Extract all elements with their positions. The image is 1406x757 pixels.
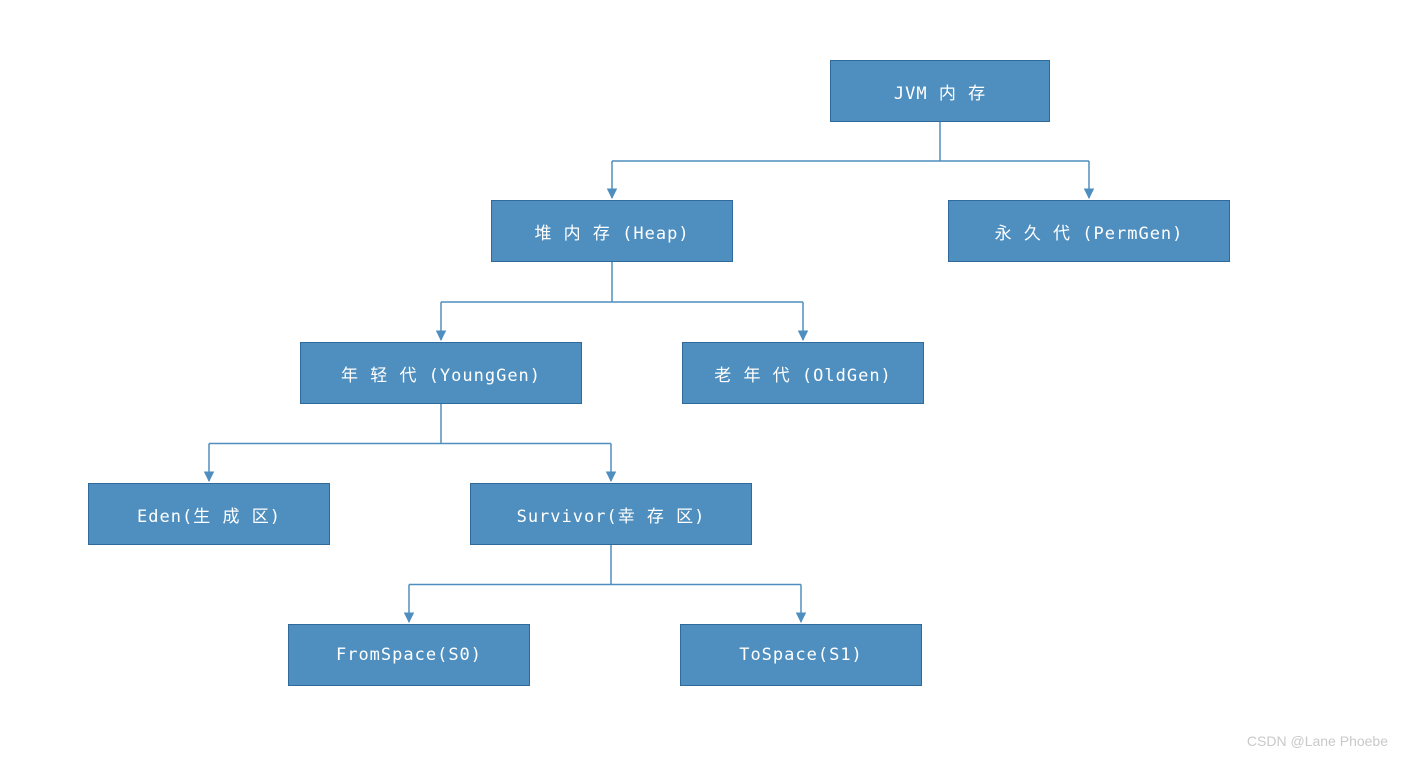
- node-eden: Eden(生 成 区): [88, 483, 330, 545]
- watermark: CSDN @Lane Phoebe: [1247, 733, 1388, 749]
- node-young: 年 轻 代 (YoungGen): [300, 342, 582, 404]
- node-permgen: 永 久 代 (PermGen): [948, 200, 1230, 262]
- node-survivor: Survivor(幸 存 区): [470, 483, 752, 545]
- node-jvm: JVM 内 存: [830, 60, 1050, 122]
- node-s1: ToSpace(S1): [680, 624, 922, 686]
- node-s0: FromSpace(S0): [288, 624, 530, 686]
- node-old: 老 年 代 (OldGen): [682, 342, 924, 404]
- node-heap: 堆 内 存 (Heap): [491, 200, 733, 262]
